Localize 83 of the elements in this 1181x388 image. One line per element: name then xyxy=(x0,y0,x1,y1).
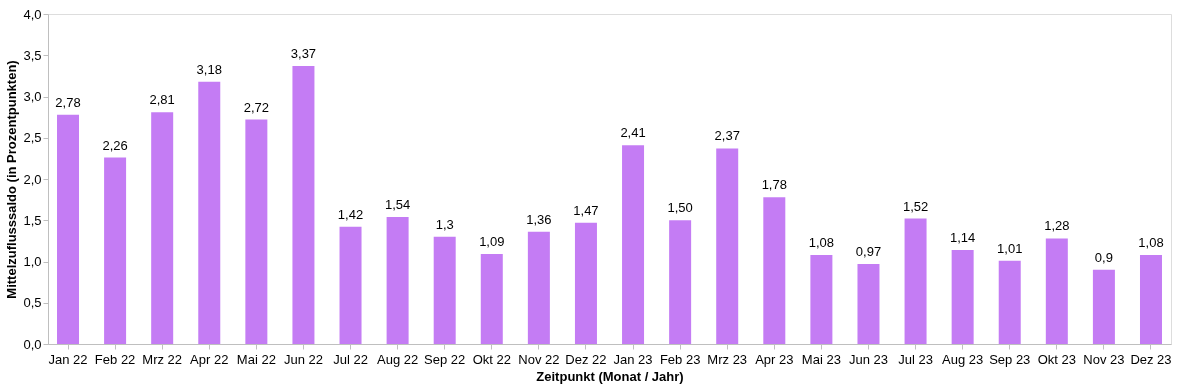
x-tick-label: Jun 23 xyxy=(848,351,888,367)
data-label: 1,01 xyxy=(997,240,1023,256)
bar xyxy=(716,148,739,344)
x-tick-label: Mai 22 xyxy=(236,351,276,367)
y-tick-label: 3,5 xyxy=(23,47,42,63)
bar xyxy=(480,254,503,344)
x-tick-label: Jul 23 xyxy=(898,351,933,367)
bar xyxy=(151,112,174,344)
bar xyxy=(386,216,409,344)
data-label: 2,26 xyxy=(102,137,128,153)
data-label: 1,36 xyxy=(526,211,552,227)
y-tick-label: 2,0 xyxy=(23,171,42,187)
bar xyxy=(998,260,1021,344)
bar xyxy=(245,119,268,344)
data-label: 2,81 xyxy=(149,92,175,108)
bar xyxy=(1092,269,1115,344)
y-tick-label: 4,0 xyxy=(23,6,42,22)
bar xyxy=(763,197,786,344)
data-label: 1,08 xyxy=(1138,234,1164,250)
bar xyxy=(669,220,692,344)
x-tick-label: Okt 22 xyxy=(472,351,511,367)
data-label: 1,3 xyxy=(435,216,454,232)
y-tick-label: 1,5 xyxy=(23,212,42,228)
data-label: 1,42 xyxy=(337,206,364,222)
y-axis-title: Mittelzuflusssaldo (in Prozentpunkten) xyxy=(4,60,20,299)
y-tick-label: 2,5 xyxy=(23,130,42,146)
bar xyxy=(57,114,80,344)
x-tick-label: Mrz 22 xyxy=(142,351,183,367)
data-label: 1,52 xyxy=(902,198,929,214)
x-tick-label: Aug 23 xyxy=(942,351,984,367)
bar xyxy=(198,81,221,344)
data-label: 3,37 xyxy=(290,45,317,61)
x-tick-label: Mrz 23 xyxy=(707,351,748,367)
bar xyxy=(1045,238,1068,344)
x-tick-label: Apr 22 xyxy=(190,351,229,367)
y-tick-label: 1,0 xyxy=(23,254,42,269)
data-label: 3,18 xyxy=(196,61,222,77)
x-tick-label: Sep 22 xyxy=(424,351,466,367)
data-label: 2,41 xyxy=(620,125,646,141)
data-label: 2,37 xyxy=(714,128,740,144)
x-tick-label: Aug 22 xyxy=(377,351,419,367)
bar xyxy=(857,263,880,344)
bar xyxy=(339,226,362,344)
data-label: 1,09 xyxy=(479,234,505,250)
y-tick-label: 0,0 xyxy=(23,336,42,352)
data-label: 0,97 xyxy=(855,243,882,259)
x-tick-label: Dez 22 xyxy=(565,351,607,367)
data-label: 2,78 xyxy=(55,94,81,110)
y-tick-label: 3,0 xyxy=(23,89,42,104)
y-tick-label: 0,5 xyxy=(23,295,42,311)
bar xyxy=(904,218,927,344)
bar xyxy=(810,254,833,344)
x-tick-label: Jan 23 xyxy=(613,351,653,367)
data-label: 1,14 xyxy=(949,229,976,245)
x-tick-label: Jun 22 xyxy=(283,351,323,367)
bar xyxy=(574,222,597,344)
data-label: 2,72 xyxy=(243,99,270,115)
data-label: 1,50 xyxy=(667,200,693,216)
x-tick-label: Feb 23 xyxy=(659,351,701,367)
bar xyxy=(622,145,645,344)
data-label: 1,54 xyxy=(384,196,411,212)
x-tick-label: Sep 23 xyxy=(989,351,1031,367)
data-label: 1,47 xyxy=(573,202,599,218)
bar xyxy=(951,249,974,344)
x-tick-label: Nov 22 xyxy=(518,351,560,367)
bar xyxy=(1139,254,1162,344)
data-label: 1,78 xyxy=(761,177,787,193)
x-tick-label: Mai 23 xyxy=(801,351,841,367)
bar xyxy=(104,157,127,344)
data-label: 1,28 xyxy=(1044,218,1070,234)
x-axis-title: Zeitpunkt (Monat / Jahr) xyxy=(536,368,684,384)
x-tick-label: Nov 23 xyxy=(1083,351,1125,367)
x-tick-label: Jul 22 xyxy=(333,351,368,367)
data-label: 0,9 xyxy=(1094,249,1113,265)
x-tick-label: Feb 22 xyxy=(94,351,136,367)
x-tick-label: Jan 22 xyxy=(48,351,88,367)
data-label: 1,08 xyxy=(808,234,835,250)
bar xyxy=(527,231,550,344)
bar xyxy=(292,65,315,344)
bar xyxy=(433,236,456,344)
x-tick-label: Okt 23 xyxy=(1037,351,1076,367)
x-tick-label: Dez 23 xyxy=(1130,351,1172,367)
x-tick-label: Apr 23 xyxy=(755,351,794,367)
